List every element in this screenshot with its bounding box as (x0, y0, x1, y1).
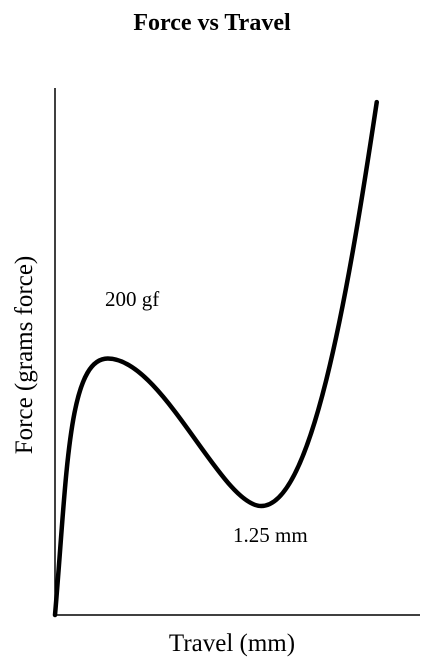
y-axis-label: Force (grams force) (11, 256, 38, 455)
valley-travel-annotation: 1.25 mm (233, 523, 308, 547)
chart-title: Force vs Travel (133, 10, 291, 36)
force-curve (52, 99, 379, 618)
peak-force-annotation: 200 gf (105, 287, 159, 311)
x-axis-label: Travel (mm) (169, 630, 295, 657)
